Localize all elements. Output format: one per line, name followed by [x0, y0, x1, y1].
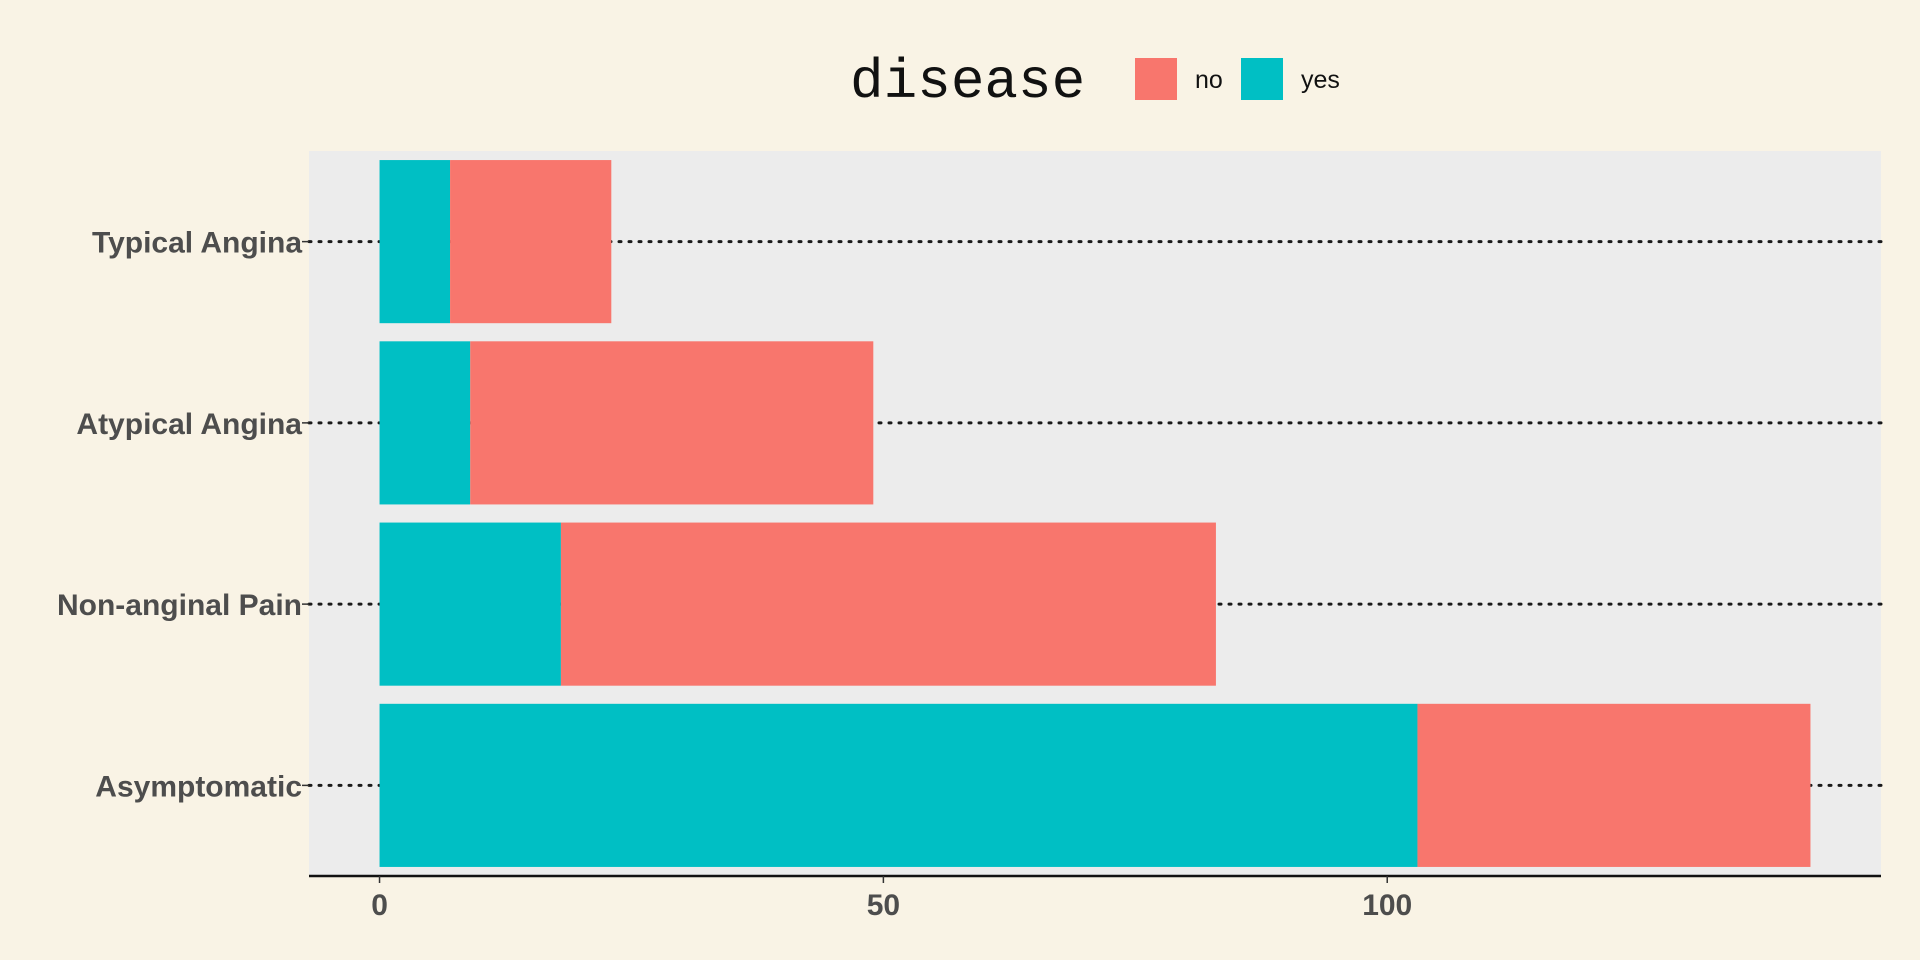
- x-axis-ticks: 0 50 100: [371, 876, 1412, 922]
- bar-no: [560, 522, 1216, 686]
- bar-yes: [379, 341, 471, 505]
- legend-label-no: no: [1195, 66, 1223, 94]
- bar-yes: [379, 522, 561, 686]
- x-tick-label: 100: [1362, 889, 1412, 922]
- legend-title: disease: [850, 50, 1085, 114]
- x-tick-label: 50: [867, 889, 900, 922]
- y-tick-label: Typical Angina: [92, 227, 302, 260]
- x-tick-label: 0: [371, 889, 388, 922]
- legend: disease no yes: [850, 50, 1340, 114]
- bar-no: [450, 160, 612, 324]
- bars: [379, 160, 1811, 867]
- bar-yes: [379, 703, 1418, 867]
- bar-yes: [379, 160, 451, 324]
- y-tick-label: Non-anginal Pain: [57, 589, 302, 622]
- bar-no: [470, 341, 874, 505]
- legend-key-no: [1135, 58, 1177, 100]
- y-tick-label: Asymptomatic: [95, 770, 302, 803]
- y-axis-labels: Typical Angina Atypical Angina Non-anginal…: [57, 227, 309, 803]
- legend-label-yes: yes: [1301, 66, 1340, 94]
- y-tick-label: Atypical Angina: [76, 408, 302, 441]
- bar-no: [1417, 703, 1811, 867]
- legend-key-yes: [1241, 58, 1283, 100]
